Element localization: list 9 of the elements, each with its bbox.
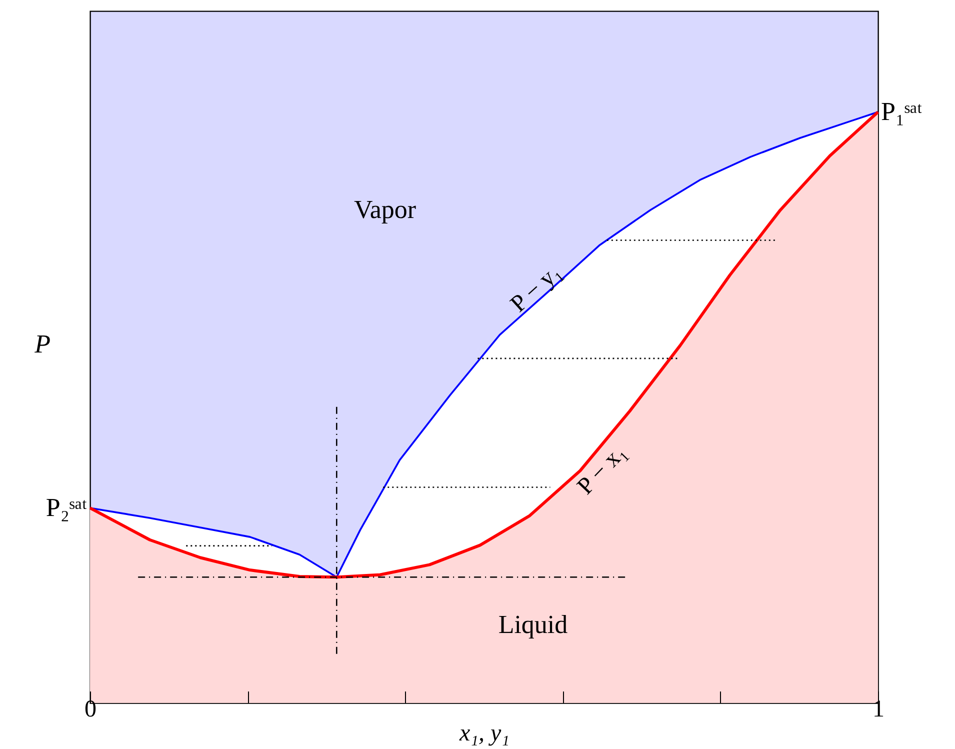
text: P − y₁ [506,259,567,318]
series-label: P − x₁ [572,440,632,500]
annotation: P₂ˢᵃᵗ [46,492,88,522]
annotation: Vapor [354,195,416,224]
annotation: Liquid [498,610,568,639]
annotation: P₁ˢᵃᵗ [881,97,922,126]
y-axis-title: P [34,330,51,358]
x-tick-label: 0 [84,696,96,722]
x-axis-title: x₁, y₁ [458,720,510,746]
